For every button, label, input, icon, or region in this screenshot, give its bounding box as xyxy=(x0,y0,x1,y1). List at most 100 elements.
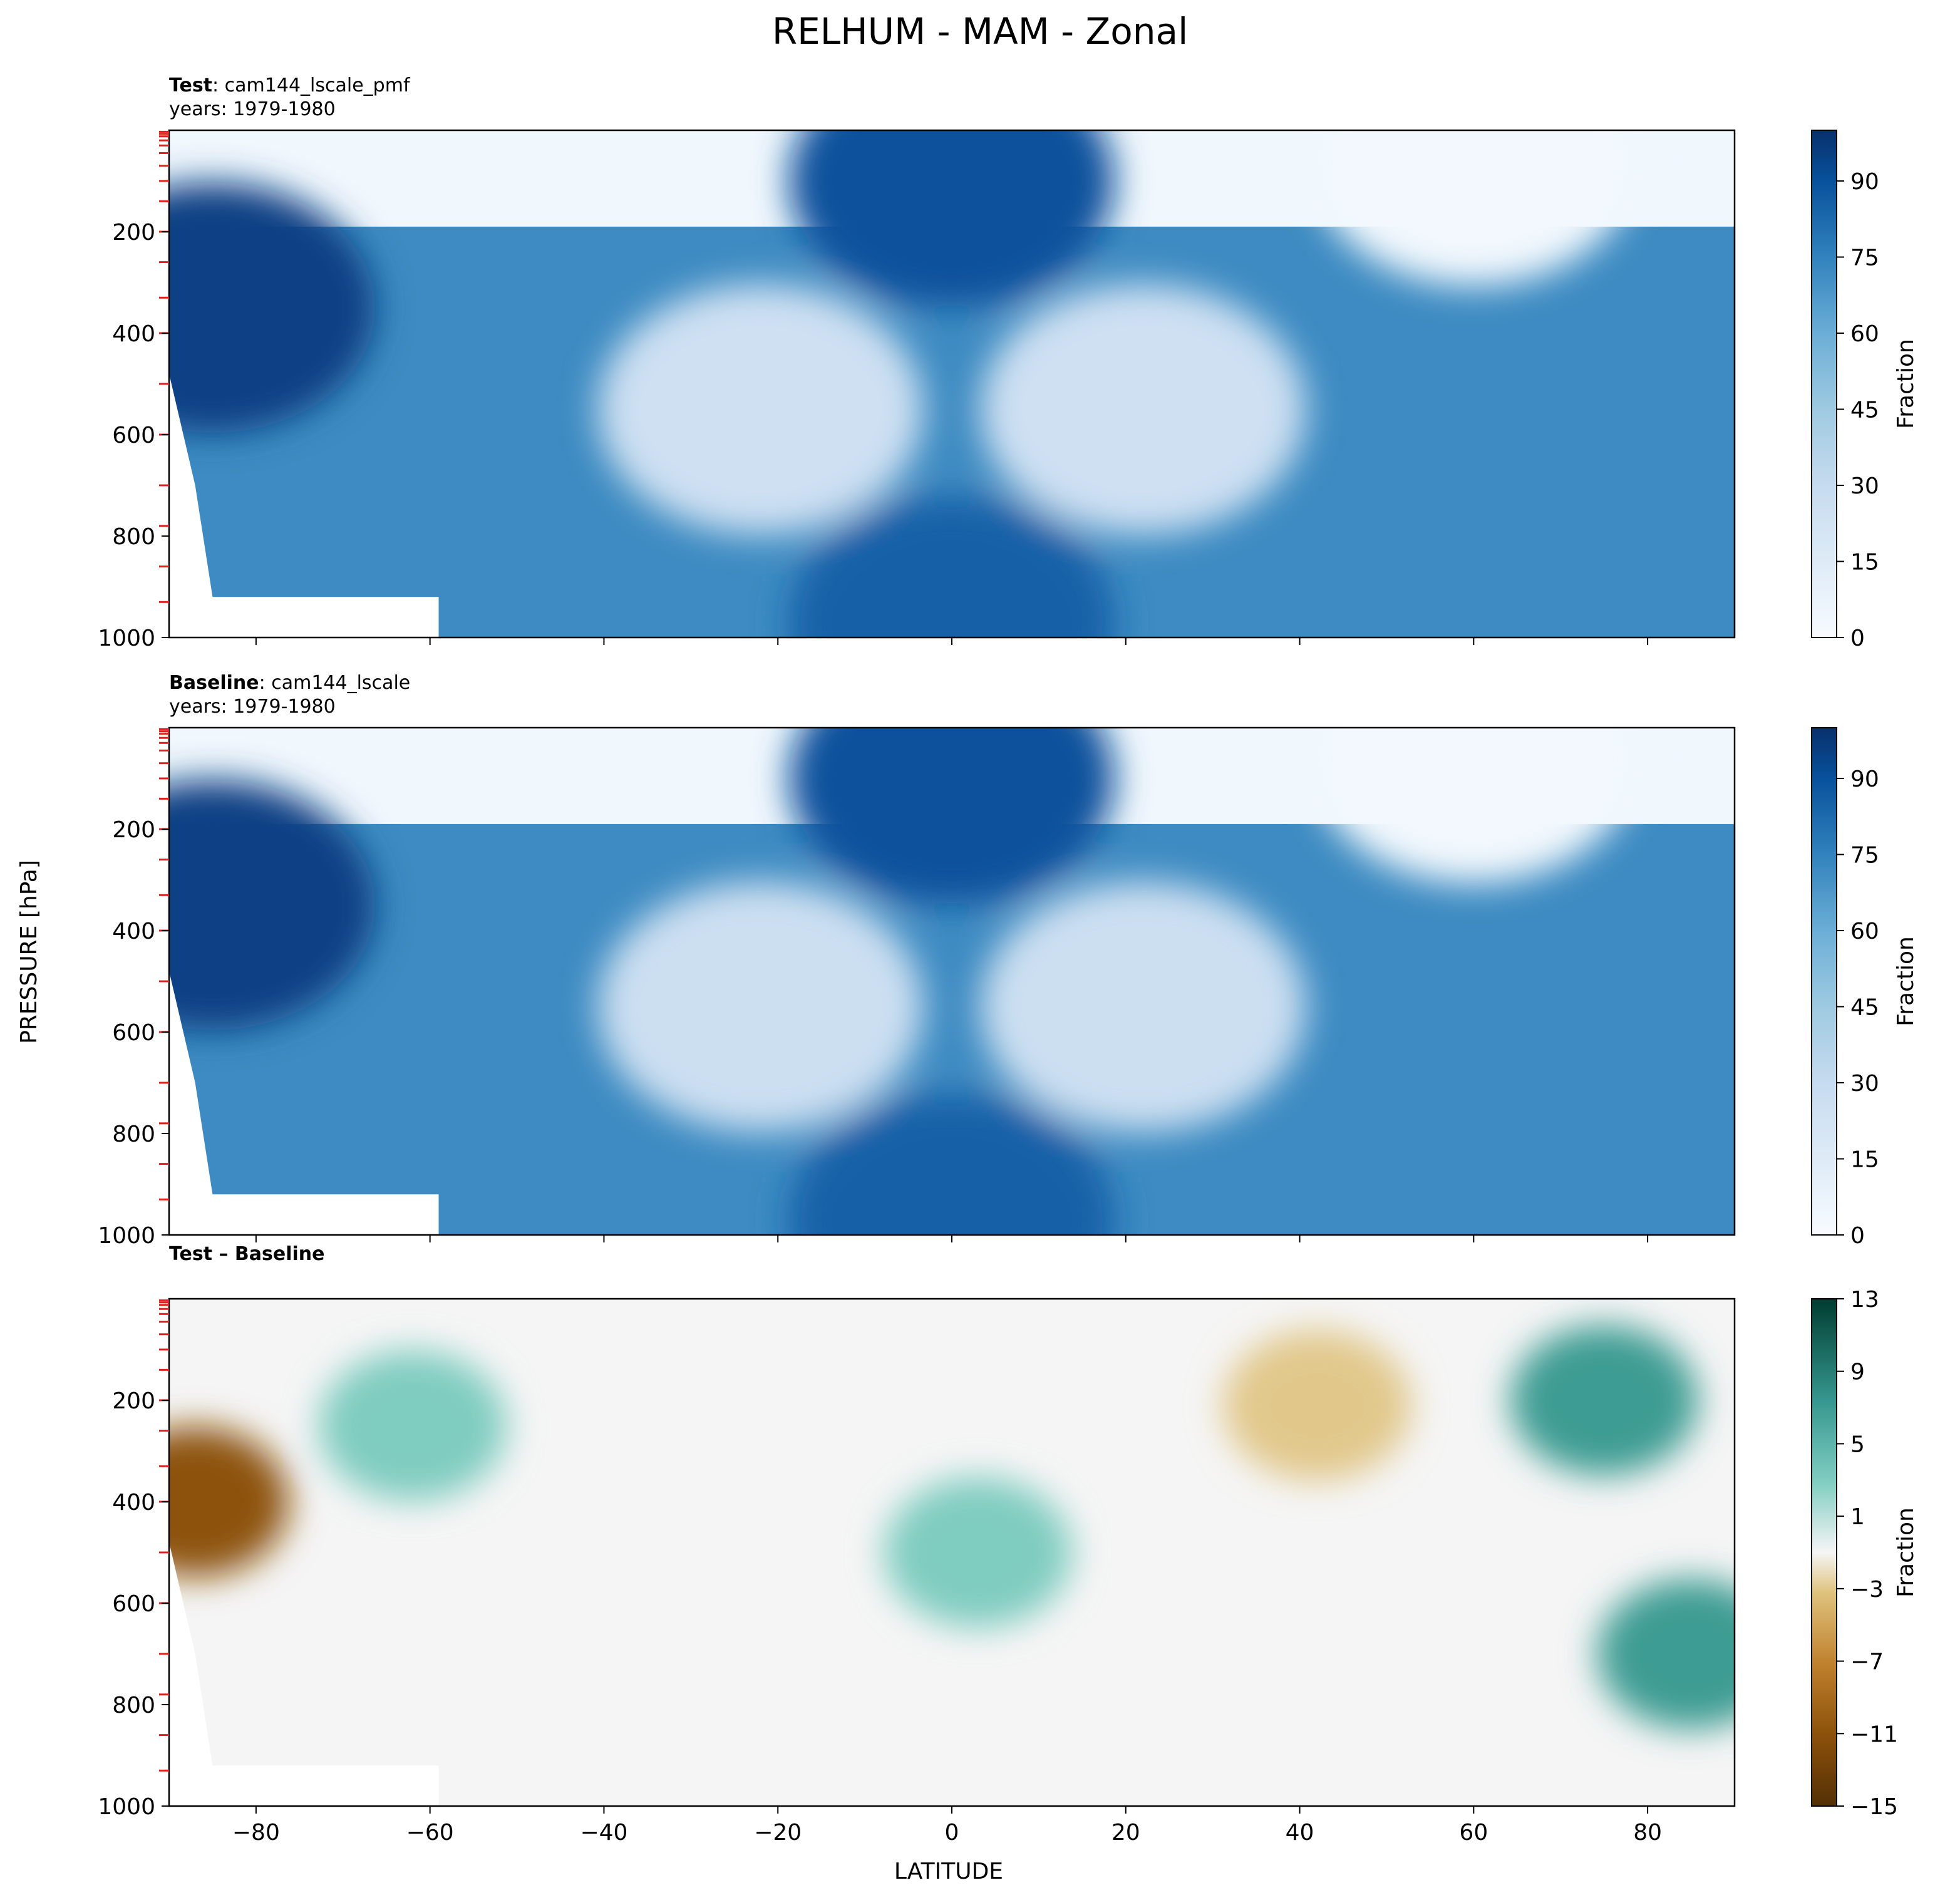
contour-blobs xyxy=(169,1325,1735,1729)
colorbar-tick-label: 15 xyxy=(1850,550,1879,576)
feature-sh-polar-moist xyxy=(169,182,376,433)
x-tick-label: −20 xyxy=(754,1820,802,1846)
y-tick-label: 200 xyxy=(112,220,155,245)
panel-label-case: : cam144_lscale xyxy=(259,672,411,694)
colorbar-gradient xyxy=(1811,1298,1837,1807)
feature-tropical-moist xyxy=(884,1477,1072,1628)
colorbar-tick-label: 13 xyxy=(1850,1287,1879,1313)
y-tick-label: 1000 xyxy=(98,626,155,651)
x-tick-label: 0 xyxy=(945,1820,959,1846)
feature-upper-tropical-max xyxy=(789,130,1115,306)
y-tick-label: 400 xyxy=(112,321,155,347)
colorbar-tick-label: 5 xyxy=(1850,1432,1865,1457)
feature-stratosphere xyxy=(1311,130,1637,286)
colorbar-tick-label: 15 xyxy=(1850,1147,1879,1173)
feature-sh-polar-moist xyxy=(169,780,376,1031)
contour-field xyxy=(169,130,1735,638)
y-tick-label: 800 xyxy=(112,1693,155,1718)
colorbar-tick-label: 1 xyxy=(1850,1504,1865,1530)
y-tick-label: 1000 xyxy=(98,1794,155,1820)
colorbar-tick-label: 30 xyxy=(1850,1071,1879,1097)
feature-stratosphere xyxy=(1311,728,1637,884)
feature-nh-upper-moist xyxy=(1510,1325,1698,1475)
colorbar-tick-label: −15 xyxy=(1850,1794,1898,1820)
y-tick-label: 800 xyxy=(112,524,155,550)
colorbar-tick-label: 60 xyxy=(1850,321,1879,347)
y-tick-label: 600 xyxy=(112,1591,155,1617)
colorbar-label: Fraction xyxy=(1893,1507,1919,1598)
figure-title: RELHUM - MAM - Zonal xyxy=(772,10,1188,53)
y-tick-label: 200 xyxy=(112,817,155,843)
missing-data-region xyxy=(169,971,439,1235)
panel-label-bold: Test xyxy=(169,75,212,96)
colorbar-tick-label: 75 xyxy=(1850,245,1879,271)
x-tick-label: −80 xyxy=(232,1820,280,1846)
panel-label: Test – Baseline xyxy=(169,1243,325,1265)
y-tick-label: 600 xyxy=(112,423,155,448)
y-axis-label: PRESSURE [hPa] xyxy=(16,860,42,1044)
feature-upper-tropical-max xyxy=(789,728,1115,904)
colorbar-tick-label: 90 xyxy=(1850,767,1879,792)
colorbar-tick-label: −11 xyxy=(1850,1722,1898,1747)
x-axis-label: LATITUDE xyxy=(894,1859,1003,1884)
panel-label: Test: cam144_lscale_pmf xyxy=(169,75,411,96)
feature-surface-tropics xyxy=(789,1094,1115,1235)
feature-surface-tropics xyxy=(789,497,1115,638)
panel-label: Baseline: cam144_lscale xyxy=(169,672,410,694)
feature-nh-midlat-dry xyxy=(1223,1330,1411,1481)
colorbar-tick-label: −3 xyxy=(1850,1577,1884,1603)
colorbar-tick-label: 90 xyxy=(1850,169,1879,195)
feature-sh-subtropical-dry xyxy=(597,881,924,1132)
x-tick-label: −40 xyxy=(580,1820,627,1846)
colorbar: 0 15 30 45 60 75 90 Fraction xyxy=(1811,130,1919,651)
colorbar-gradient xyxy=(1811,727,1837,1236)
x-tick-label: 80 xyxy=(1633,1820,1662,1846)
panel-label-bold: Test – Baseline xyxy=(169,1243,325,1265)
feature-sh-midlat-moist xyxy=(318,1350,507,1501)
y-tick-label: 600 xyxy=(112,1020,155,1046)
colorbar-tick-label: 75 xyxy=(1850,843,1879,869)
feature-nh-subtropical-dry xyxy=(980,881,1306,1132)
missing-data-region xyxy=(169,373,439,638)
panel-label-bold: Baseline xyxy=(169,672,259,694)
colorbar-tick-label: 30 xyxy=(1850,473,1879,499)
colorbar-tick-label: 0 xyxy=(1850,1223,1865,1249)
contour-field xyxy=(169,1299,1735,1806)
y-tick-label: 400 xyxy=(112,919,155,944)
colorbar: 0 15 30 45 60 75 90 Fraction xyxy=(1811,727,1919,1249)
colorbar-tick-label: 45 xyxy=(1850,398,1879,423)
contour-blobs xyxy=(169,728,1637,1235)
colorbar-gradient xyxy=(1811,130,1837,638)
contour-blobs xyxy=(169,130,1637,638)
y-tick-label: 1000 xyxy=(98,1223,155,1249)
contour-field xyxy=(169,728,1735,1235)
panel-label-case: : cam144_lscale_pmf xyxy=(212,75,411,96)
x-tick-label: 20 xyxy=(1112,1820,1140,1846)
missing-data-region xyxy=(169,1542,439,1806)
colorbar-tick-label: 60 xyxy=(1850,919,1879,944)
colorbar-tick-label: 45 xyxy=(1850,995,1879,1021)
feature-nh-subtropical-dry xyxy=(980,284,1306,535)
colorbar-label: Fraction xyxy=(1893,339,1919,429)
colorbar-label: Fraction xyxy=(1893,936,1919,1026)
colorbar-tick-label: 9 xyxy=(1850,1360,1865,1385)
y-tick-label: 800 xyxy=(112,1122,155,1147)
y-tick-label: 400 xyxy=(112,1490,155,1515)
colorbar-tick-label: −7 xyxy=(1850,1650,1884,1675)
panel-years: years: 1979-1980 xyxy=(169,98,336,120)
feature-sh-subtropical-dry xyxy=(597,284,924,535)
panel-years: years: 1979-1980 xyxy=(169,696,336,718)
feature-sh-polar-dry xyxy=(169,1427,289,1577)
x-tick-label: 40 xyxy=(1286,1820,1314,1846)
colorbar-tick-label: 0 xyxy=(1850,626,1865,651)
x-tick-label: −60 xyxy=(406,1820,454,1846)
x-tick-label: 60 xyxy=(1459,1820,1488,1846)
y-tick-label: 200 xyxy=(112,1388,155,1414)
feature-nh-polar-moist xyxy=(1597,1579,1735,1729)
colorbar: −15 −11 −7 −3 1 5 9 13 Fraction xyxy=(1811,1287,1919,1820)
